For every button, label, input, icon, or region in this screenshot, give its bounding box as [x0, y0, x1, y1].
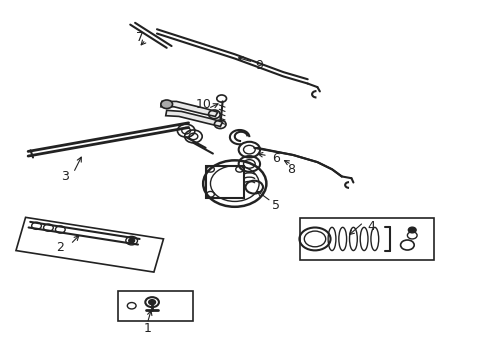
- Bar: [205, 166, 244, 198]
- Circle shape: [161, 100, 172, 109]
- Polygon shape: [165, 111, 222, 126]
- Text: 9: 9: [255, 59, 263, 72]
- Text: 5: 5: [271, 198, 280, 212]
- Bar: [16, 217, 163, 272]
- Circle shape: [128, 238, 134, 243]
- Polygon shape: [161, 102, 217, 116]
- Text: 4: 4: [366, 220, 374, 233]
- Bar: [118, 291, 193, 321]
- Text: 6: 6: [272, 152, 280, 165]
- Text: 8: 8: [286, 163, 294, 176]
- Text: 1: 1: [143, 322, 151, 335]
- Text: 2: 2: [56, 241, 63, 255]
- Circle shape: [148, 300, 155, 305]
- Text: 3: 3: [61, 170, 68, 183]
- Bar: [300, 217, 433, 260]
- Text: 10: 10: [195, 99, 211, 112]
- Text: 7: 7: [136, 31, 143, 44]
- Circle shape: [407, 227, 415, 233]
